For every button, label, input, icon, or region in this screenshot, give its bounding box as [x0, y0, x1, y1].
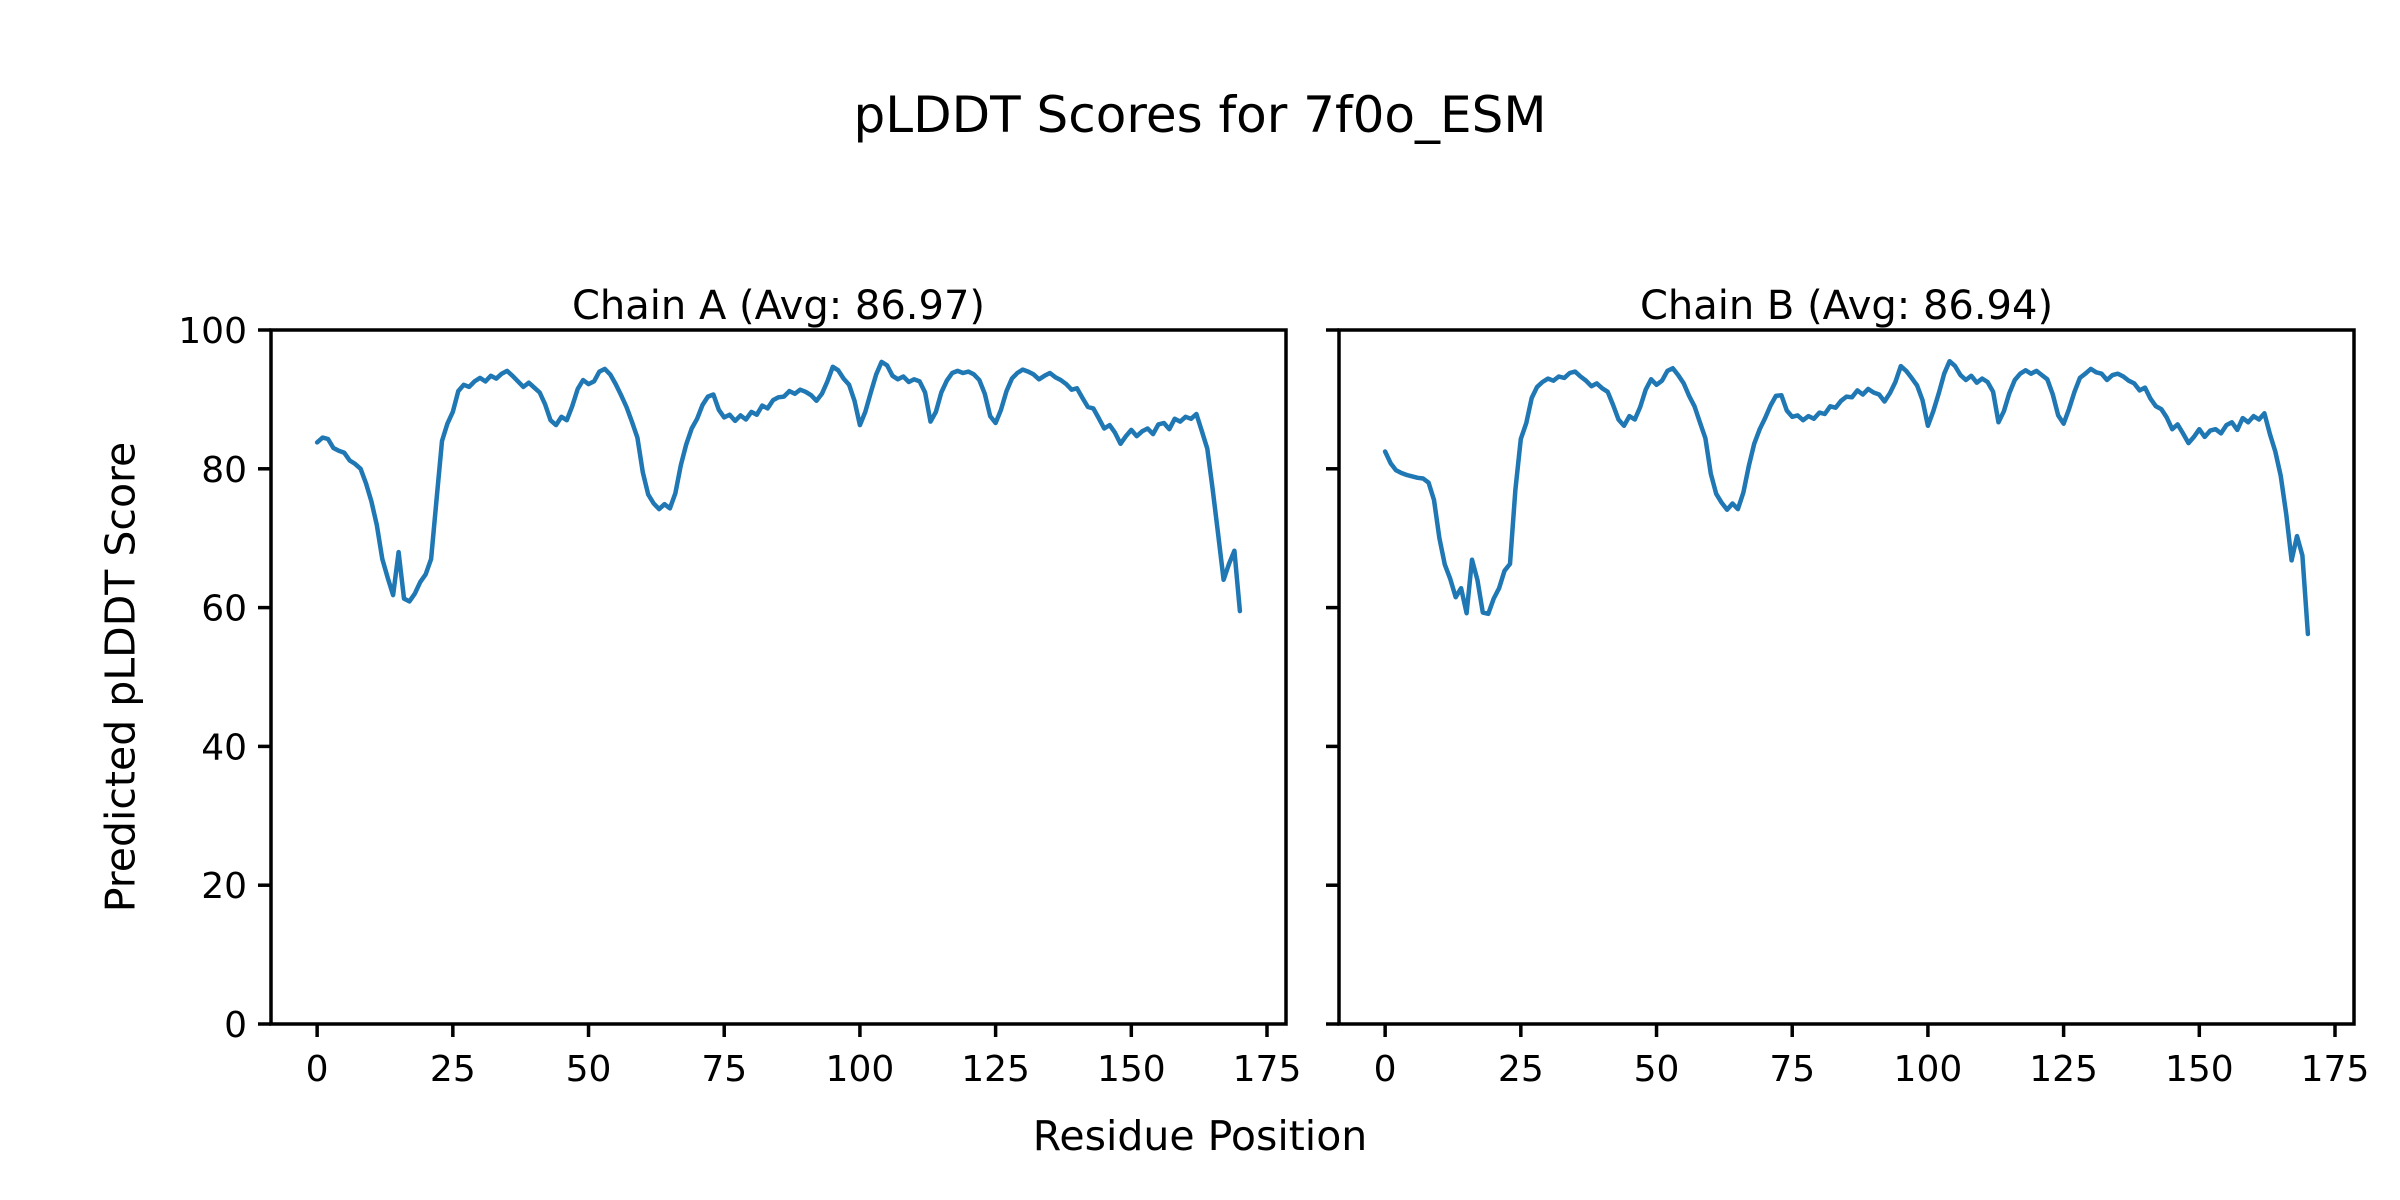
- x-tick-label: 175: [2301, 1049, 2370, 1090]
- axes-chain-a: 0 25 50 75 100 125 150 175 0 20 40 60 80 100: [178, 311, 1301, 1090]
- x-tick-label: 100: [826, 1049, 895, 1090]
- axes-spines: [1337, 328, 2356, 1026]
- x-tick-label: 50: [1634, 1049, 1680, 1090]
- subplot-title-chain-a: Chain A (Avg: 86.97): [571, 283, 986, 329]
- x-tick-label: 150: [1097, 1049, 1166, 1090]
- x-tick-label: 25: [1498, 1049, 1544, 1090]
- y-tick-label: 60: [201, 589, 247, 630]
- x-tick-label: 25: [430, 1049, 476, 1090]
- y-axis-label: Predicted pLDDT Score: [96, 441, 145, 913]
- y-tick-label: 100: [178, 311, 247, 352]
- x-tick-label: 175: [1233, 1049, 1302, 1090]
- axes-chain-b: 0 25 50 75 100 125 150 175: [1326, 328, 2370, 1090]
- y-tick-label: 0: [224, 1005, 247, 1046]
- plddt-line-chain-a: [314, 359, 1243, 614]
- plddt-line-chain-b: [1382, 358, 2311, 637]
- x-tick-label: 0: [306, 1049, 329, 1090]
- x-tick-label: 50: [566, 1049, 612, 1090]
- x-tick-label: 125: [2029, 1049, 2098, 1090]
- y-tick-label: 40: [201, 727, 247, 768]
- axes-spines: [269, 328, 1288, 1026]
- subplot-title-chain-b: Chain B (Avg: 86.94): [1639, 283, 2054, 329]
- x-tick-label: 125: [961, 1049, 1030, 1090]
- x-tick-label: 75: [701, 1049, 747, 1090]
- x-tick-label: 100: [1894, 1049, 1963, 1090]
- x-tick-label: 75: [1769, 1049, 1815, 1090]
- x-axis-label: Residue Position: [1032, 1112, 1368, 1160]
- y-tick-label: 20: [201, 866, 247, 907]
- y-tick-label: 80: [201, 450, 247, 491]
- x-tick-label: 150: [2165, 1049, 2234, 1090]
- figure-title: pLDDT Scores for 7f0o_ESM: [853, 86, 1547, 144]
- x-tick-label: 0: [1374, 1049, 1397, 1090]
